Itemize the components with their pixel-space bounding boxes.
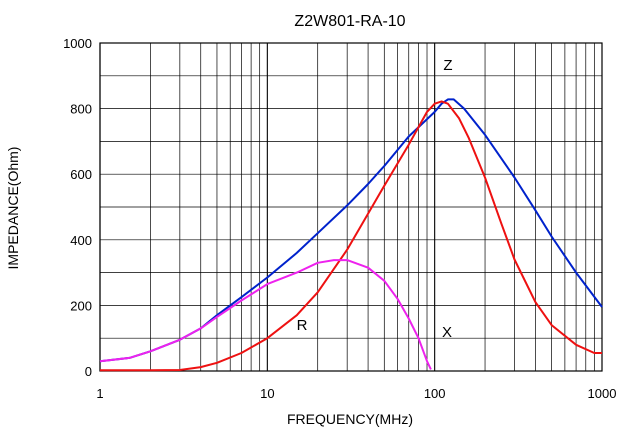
- x-tick-label: 100: [424, 386, 446, 401]
- y-tick-label: 0: [85, 364, 92, 379]
- y-tick-label: 600: [70, 167, 92, 182]
- x-axis-title: FREQUENCY(MHz): [287, 411, 413, 427]
- grid: [99, 42, 602, 372]
- series-label-z: Z: [443, 57, 452, 74]
- series-line-z: [99, 98, 603, 363]
- y-tick-label: 200: [70, 298, 92, 313]
- x-tick-label: 10: [260, 386, 274, 401]
- series-line-x: [99, 259, 432, 370]
- series-label-x: X: [442, 324, 452, 341]
- y-tick-label: 1000: [63, 36, 92, 51]
- series-line-r: [100, 100, 602, 372]
- y-tick-label: 400: [70, 233, 92, 248]
- plot-frame: [99, 42, 603, 372]
- x-tick-label: 1: [96, 386, 103, 401]
- x-tick-labels: 1 10 100 1000: [96, 386, 616, 401]
- y-tick-label: 800: [70, 102, 92, 117]
- x-tick-label: 1000: [588, 386, 617, 401]
- series-layer: [99, 98, 603, 372]
- y-tick-labels: 0 200 400 600 800 1000: [63, 36, 92, 379]
- chart-title: Z2W801-RA-10: [294, 13, 405, 30]
- y-axis-title: IMPEDANCE(Ohm): [5, 147, 21, 270]
- series-label-r: R: [297, 317, 308, 334]
